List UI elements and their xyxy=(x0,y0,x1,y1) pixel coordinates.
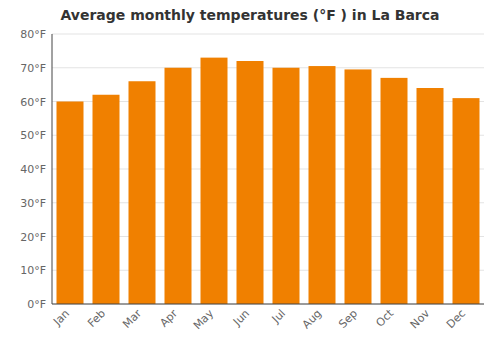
x-tick-label: Oct xyxy=(373,306,396,329)
bar xyxy=(129,81,156,304)
y-axis xyxy=(52,34,53,304)
chart: Average monthly temperatures (°F ) in La… xyxy=(0,0,500,350)
bar xyxy=(57,102,84,305)
y-tick-label: 20°F xyxy=(20,231,46,244)
grid-line xyxy=(52,67,484,68)
x-axis xyxy=(52,304,484,305)
y-tick-label: 10°F xyxy=(20,264,46,277)
grid-line xyxy=(52,304,484,305)
title: Average monthly temperatures (°F ) in La… xyxy=(61,7,440,23)
y-tick-label: 60°F xyxy=(20,96,46,109)
bar xyxy=(273,68,300,304)
x-tick-label: May xyxy=(191,307,217,333)
x-tick-label: Dec xyxy=(444,307,468,331)
x-tick-label: Jan xyxy=(50,307,72,329)
x-tick-label: Jun xyxy=(230,307,252,329)
x-tick-label: Mar xyxy=(120,307,144,331)
bar xyxy=(381,78,408,304)
bar xyxy=(165,68,192,304)
chart-container: Average monthly temperatures (°F ) in La… xyxy=(0,0,500,350)
x-tick-label: Sep xyxy=(336,307,360,331)
x-tick-label: Jul xyxy=(269,307,288,326)
y-tick-label: 80°F xyxy=(20,28,46,41)
bar xyxy=(309,66,336,304)
x-tick-label: Nov xyxy=(408,307,433,332)
x-tick-label: Aug xyxy=(300,307,324,331)
y-tick-label: 40°F xyxy=(20,163,46,176)
bars xyxy=(57,58,480,304)
y-tick-label: 30°F xyxy=(20,197,46,210)
bar xyxy=(237,61,264,304)
bar xyxy=(345,69,372,304)
y-tick-label: 50°F xyxy=(20,129,46,142)
bar xyxy=(201,58,228,304)
bar xyxy=(453,98,480,304)
y-tick-label: 0°F xyxy=(27,298,46,311)
x-tick-label: Feb xyxy=(85,307,108,330)
x-tick-label: Apr xyxy=(157,307,180,330)
y-tick-label: 70°F xyxy=(20,62,46,75)
bar xyxy=(93,95,120,304)
grid-line xyxy=(52,34,484,35)
bar xyxy=(417,88,444,304)
